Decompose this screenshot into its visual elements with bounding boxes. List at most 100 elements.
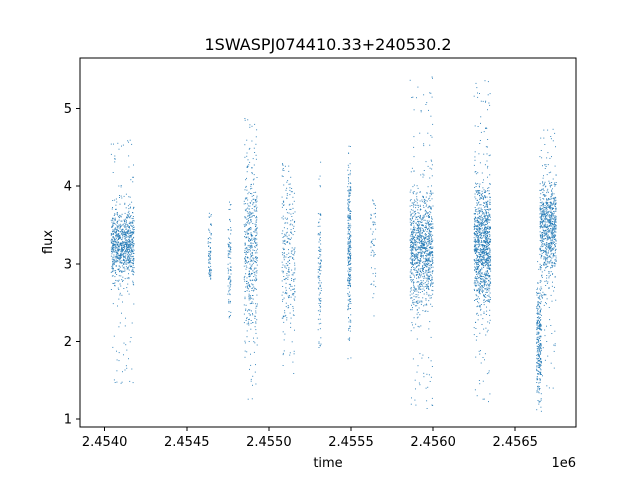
data-point	[553, 225, 555, 227]
data-point	[426, 231, 428, 233]
data-point	[424, 252, 426, 254]
data-point	[429, 242, 431, 244]
data-point	[121, 294, 123, 296]
data-point	[422, 245, 424, 247]
data-point	[473, 213, 475, 215]
data-point	[422, 266, 424, 268]
data-point	[250, 302, 252, 304]
data-point	[539, 156, 541, 158]
data-point	[124, 202, 126, 204]
data-point	[544, 221, 546, 223]
data-point	[423, 143, 425, 145]
data-point	[487, 225, 489, 227]
data-point	[116, 234, 118, 236]
data-point	[348, 274, 350, 276]
data-point	[255, 270, 257, 272]
data-point	[538, 353, 540, 355]
data-point	[289, 238, 291, 240]
data-point	[428, 237, 430, 239]
data-point	[251, 290, 253, 291]
data-point	[127, 216, 129, 218]
data-point	[252, 295, 253, 296]
data-point	[123, 241, 125, 243]
data-point	[252, 202, 254, 204]
data-point	[372, 273, 374, 275]
data-point	[477, 232, 479, 234]
data-point	[228, 302, 229, 304]
data-point	[348, 233, 350, 235]
data-point	[375, 212, 376, 214]
data-point	[421, 236, 422, 238]
data-point	[244, 261, 246, 263]
data-point	[418, 307, 420, 309]
data-point	[281, 175, 283, 177]
data-point	[423, 236, 425, 238]
data-point	[542, 347, 544, 349]
data-point	[537, 327, 539, 329]
data-point	[410, 279, 412, 281]
data-point	[349, 282, 351, 284]
data-point	[123, 230, 125, 232]
data-point	[476, 221, 478, 223]
data-point	[554, 182, 556, 184]
data-point	[113, 263, 115, 265]
data-point	[127, 251, 129, 253]
data-point	[228, 317, 230, 319]
data-point	[249, 202, 251, 204]
data-point	[348, 180, 349, 182]
data-point	[133, 243, 135, 245]
data-point	[428, 267, 430, 269]
data-point	[415, 244, 417, 245]
data-point	[551, 216, 553, 218]
data-point	[419, 292, 421, 293]
data-point	[479, 245, 481, 247]
data-point	[481, 172, 483, 174]
data-point	[348, 190, 350, 192]
data-point	[290, 229, 292, 231]
data-point	[540, 237, 542, 239]
data-point	[475, 247, 477, 249]
data-point	[119, 231, 121, 233]
data-point	[488, 275, 490, 277]
data-point	[489, 174, 491, 176]
data-point	[540, 345, 542, 347]
data-point	[485, 223, 487, 225]
data-point	[130, 251, 131, 253]
data-point	[478, 284, 480, 286]
data-point	[478, 240, 480, 242]
data-point	[118, 224, 120, 226]
data-point	[474, 263, 476, 265]
data-point	[542, 291, 544, 293]
data-point	[411, 263, 413, 265]
data-point	[412, 262, 413, 264]
data-point	[423, 239, 425, 241]
data-point	[410, 252, 412, 254]
data-point	[543, 252, 545, 253]
data-point	[473, 164, 475, 166]
data-point	[555, 227, 557, 229]
data-point	[410, 288, 412, 290]
data-point	[545, 250, 547, 252]
data-point	[536, 391, 538, 393]
data-point	[479, 93, 480, 94]
data-point	[126, 231, 128, 233]
data-point	[536, 354, 538, 356]
data-point	[247, 282, 249, 284]
data-point	[252, 257, 254, 259]
data-point	[537, 387, 539, 389]
data-point	[411, 265, 413, 267]
data-point	[283, 227, 285, 229]
data-point	[540, 250, 542, 252]
data-point	[426, 284, 428, 286]
data-point	[420, 254, 422, 256]
data-point	[478, 191, 480, 193]
data-point	[127, 246, 129, 248]
data-point	[554, 241, 555, 243]
data-point	[541, 274, 543, 276]
data-point	[127, 268, 129, 270]
data-point	[421, 300, 423, 302]
data-point	[482, 248, 484, 250]
data-point	[111, 233, 113, 235]
data-point	[479, 293, 481, 295]
data-point	[249, 239, 251, 241]
